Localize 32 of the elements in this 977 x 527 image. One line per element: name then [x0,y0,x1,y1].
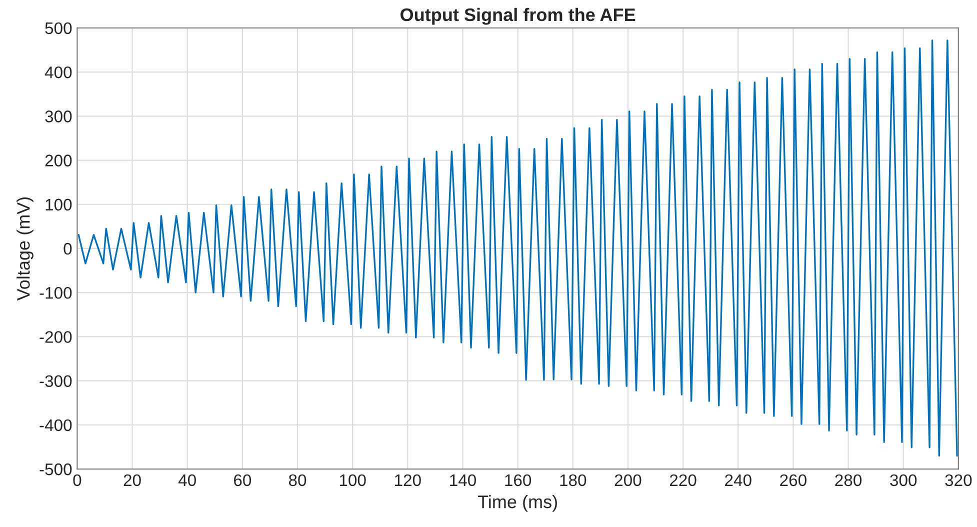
x-tick-label: 280 [835,474,862,486]
x-tick-label: 120 [395,474,421,486]
y-tick-label: 400 [44,66,72,78]
x-tick-label: 60 [234,474,252,486]
y-tick-label: 0 [64,242,72,255]
x-tick-label: 260 [780,474,806,486]
x-tick-label: 40 [178,474,196,486]
y-tick-label: 500 [45,22,72,34]
x-tick-label: 200 [614,474,642,486]
x-tick-label: 100 [340,474,366,486]
x-tick-label: 140 [450,474,476,486]
x-tick-label: 0 [73,474,82,486]
y-tick-label: -100 [40,286,72,299]
x-tick-label: 240 [725,474,752,486]
x-tick-label: 320 [945,474,972,486]
x-tick-label: 220 [670,474,696,486]
y-axis-title: Voltage (mV) [16,197,34,301]
y-tick-label: 300 [45,110,72,122]
x-tick-label: 180 [560,474,586,486]
x-tick-label: 160 [505,474,532,486]
x-tick-label: 20 [124,474,141,486]
y-tick-label: -400 [40,419,72,432]
x-tick-label: 300 [890,474,917,486]
line-series [78,39,958,457]
x-tick-label: 80 [288,474,306,486]
chart-title: Output Signal from the AFE [400,8,636,25]
y-tick-label: -200 [40,331,72,343]
y-tick-label: 100 [46,198,72,211]
y-tick-label: -500 [40,463,72,476]
y-tick-label: 200 [45,154,72,166]
y-tick-label: -300 [40,375,72,388]
x-axis-title: Time (ms) [478,494,557,512]
